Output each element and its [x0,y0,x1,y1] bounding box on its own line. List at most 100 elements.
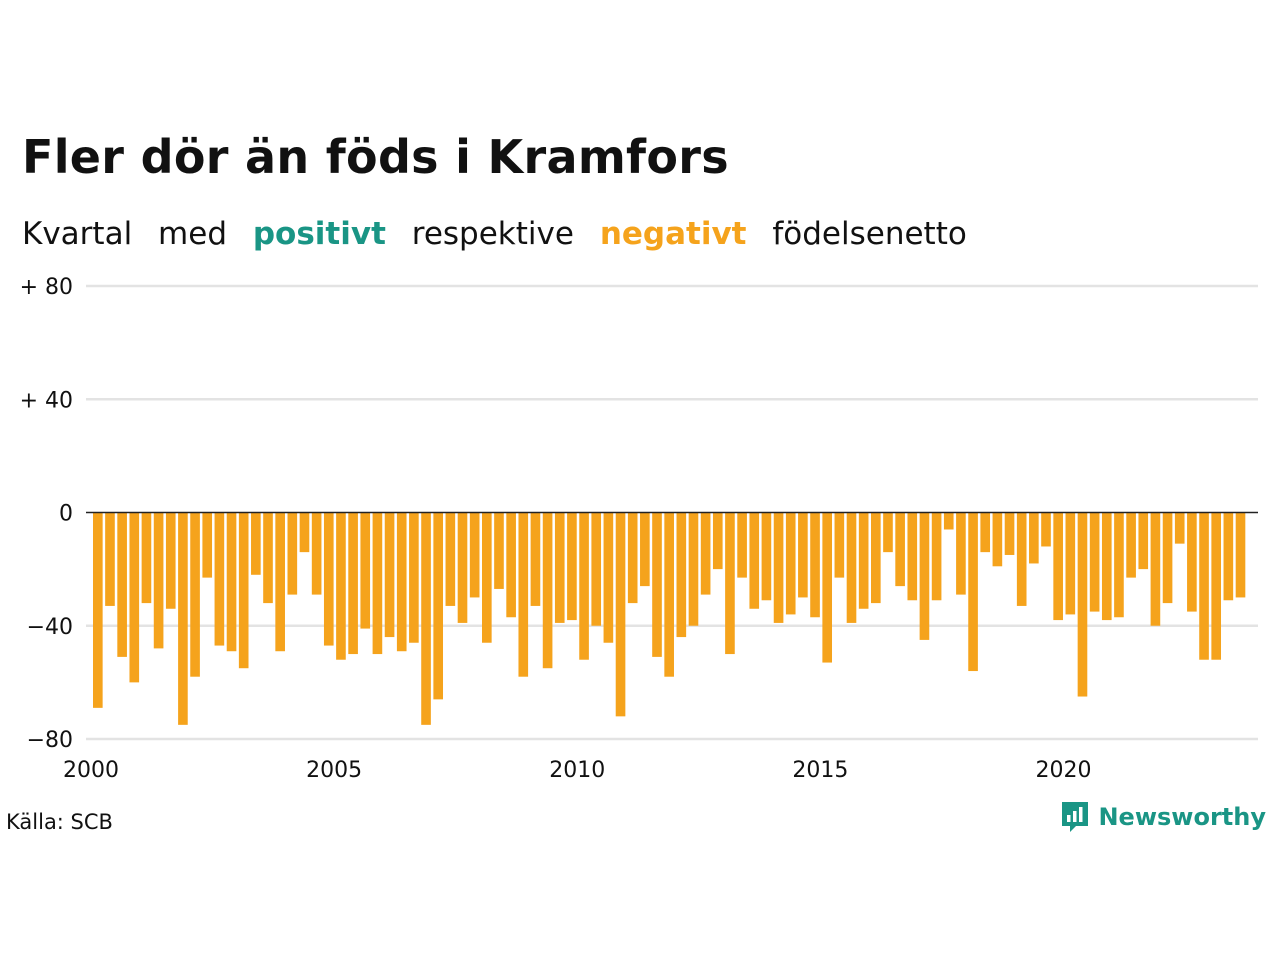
x-tick-label: 2005 [306,758,362,783]
y-tick-label: 0 [59,502,73,527]
bar [591,512,602,626]
subtitle-word: Kvartal [22,216,133,252]
bar [202,512,213,578]
bar [494,512,504,589]
bar [652,512,662,657]
bar [153,512,164,649]
subtitle-positive-word: positivt [252,216,386,252]
bar [858,512,869,609]
bar [640,512,650,587]
bar [445,512,456,606]
bar [773,512,784,623]
bar [323,512,334,646]
bar [1199,512,1209,660]
x-tick-label: 2000 [63,758,119,783]
chart-title: Fler dör än föds i Kramfors [22,130,729,184]
bar [810,512,820,618]
bar [384,512,395,638]
brand-name: Newsworthy [1098,803,1266,831]
bar [931,512,942,601]
bar [700,512,711,595]
bar [409,512,419,643]
bar [226,512,237,652]
bar [421,512,431,725]
bar [238,512,249,669]
bar [968,512,978,672]
bar [93,512,103,708]
x-tick-label: 2010 [549,758,605,783]
bar [190,512,200,677]
bar [396,512,407,652]
bar [1211,512,1222,660]
bar [1041,512,1051,547]
bar [165,512,176,609]
bar [749,512,760,609]
bar [1089,512,1100,612]
bar [871,512,881,604]
bar [129,512,140,683]
subtitle-word: födelsenetto [772,216,967,252]
y-tick-label: + 40 [20,388,73,413]
newsworthy-logo-icon [1062,802,1089,832]
bar [105,512,115,606]
bar [251,512,261,575]
bar [1101,512,1112,621]
bar [615,512,626,717]
bar [895,512,905,587]
bar [919,512,930,640]
bar [530,512,541,606]
bar [1053,512,1063,621]
x-tick-label: 2015 [792,758,848,783]
bar [518,512,529,677]
bar [1138,512,1149,570]
bar [1187,512,1197,612]
bar [846,512,857,623]
bar [798,512,808,598]
bar [1065,512,1076,615]
bar [214,512,225,646]
bar [1016,512,1027,606]
bar [372,512,383,655]
bar [1114,512,1124,618]
bar [761,512,772,601]
bar [178,512,188,725]
bar [1077,512,1088,697]
bar [712,512,723,570]
subtitle-negative-word: negativt [599,216,747,252]
bar [311,512,322,595]
bar [482,512,492,643]
y-tick-label: −40 [27,615,73,640]
bar [336,512,346,660]
bar [542,512,553,669]
bar [299,512,310,553]
bar [627,512,638,604]
x-tick-label: 2020 [1036,758,1092,783]
bar [664,512,674,677]
bar [1004,512,1015,555]
bar [348,512,358,655]
bar [1150,512,1161,626]
bar [469,512,480,598]
bar [567,512,577,621]
bar [1174,512,1185,544]
bar [1223,512,1234,601]
bar [579,512,589,660]
bar [506,512,516,618]
bar [1126,512,1136,578]
bar [834,512,845,578]
bar [263,512,273,604]
y-tick-label: + 80 [20,275,73,300]
bar [275,512,285,652]
bar [943,512,954,530]
bar [688,512,699,626]
bar [433,512,444,700]
bar [360,512,371,629]
bar [992,512,1003,567]
bar [1235,512,1246,598]
bar [554,512,565,623]
source-note: Källa: SCB [6,810,113,834]
bar [117,512,127,657]
bar [141,512,152,604]
bar [725,512,735,655]
subtitle-word: med [158,216,227,252]
